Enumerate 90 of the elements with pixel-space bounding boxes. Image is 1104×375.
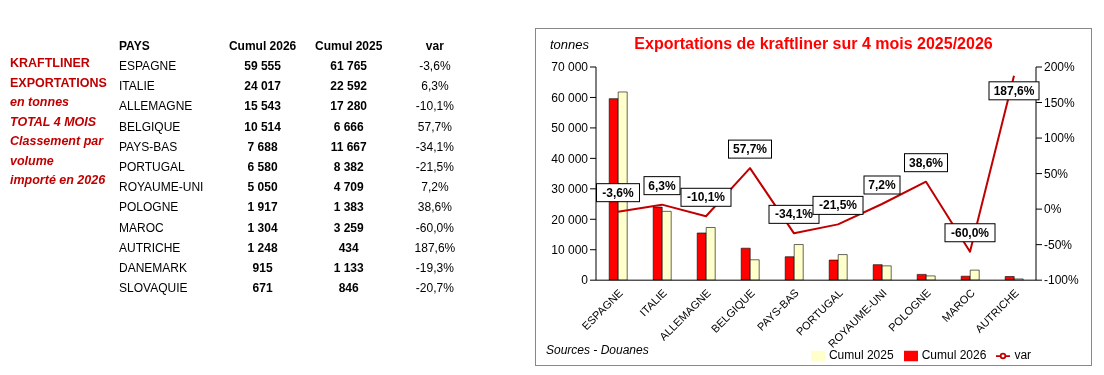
data-label: 7 688 — [246, 138, 279, 156]
data-label: 59 555 — [243, 58, 282, 76]
source-note: Sources - Douanes — [546, 343, 649, 357]
data-label: 1 383 — [332, 199, 365, 217]
data-label: 4 709 — [332, 179, 365, 197]
data-label: 671 — [251, 280, 274, 298]
data-label: -10,1% — [686, 190, 726, 205]
data-label: -3,6% — [418, 58, 452, 76]
data-label: 38,6% — [908, 155, 944, 170]
data-label: 7,2% — [868, 178, 896, 192]
data-label: 187,6% — [993, 83, 1035, 98]
data-label: 187,6% — [413, 239, 457, 257]
data-label: -60,0% — [414, 219, 455, 237]
text: KRAFTLINER — [10, 55, 91, 72]
data-label: -60,0% — [950, 225, 990, 240]
data-label: 6 666 — [332, 118, 365, 136]
legend-label: var — [1014, 348, 1032, 363]
data-label: 57,7% — [416, 118, 453, 136]
data-label: 11 667 — [329, 138, 368, 156]
text: Cumul 2026 — [227, 38, 298, 55]
data-label: -34,1% — [414, 138, 455, 156]
data-label: 1 304 — [246, 219, 279, 237]
data-label: 22 592 — [329, 78, 369, 96]
data-label: 7,2% — [420, 179, 450, 197]
data-label: -3,6% — [602, 185, 634, 200]
legend-label: Cumul 2025 — [828, 348, 894, 363]
data-label: 915 — [251, 259, 274, 277]
category-label: BELGIQUE — [118, 118, 182, 136]
category-label: SLOVAQUIE — [118, 280, 189, 298]
text: TOTAL 4 MOIS — [10, 113, 98, 131]
data-label: 61 765 — [329, 58, 369, 76]
category-label: POLOGNE — [118, 199, 180, 217]
y2-tick-label: 100% — [1044, 131, 1076, 146]
y-tick-label: 20 000 — [551, 212, 589, 227]
data-label: 5 050 — [246, 179, 279, 197]
data-label: 57,7% — [732, 142, 768, 157]
text: EXPORTATIONS — [10, 74, 108, 92]
text: en tonnes — [10, 94, 71, 111]
y2-tick-label: 150% — [1044, 95, 1076, 110]
data-label: 8 382 — [332, 159, 365, 177]
data-label: 10 514 — [243, 118, 282, 136]
data-label: 1 917 — [246, 199, 279, 217]
data-label: 3 259 — [332, 219, 365, 237]
data-label: 434 — [337, 239, 360, 257]
category-label: ALLEMAGNE — [118, 98, 194, 116]
category-label: PAYS-BAS — [118, 138, 179, 156]
y-tick-label: 0 — [581, 273, 589, 288]
y-axis-title: tonnes — [550, 37, 590, 52]
y-tick-label: 60 000 — [551, 90, 589, 105]
text: importé en 2026 — [10, 172, 107, 189]
chart-title: Exportations de kraftliner sur 4 mois 2025/2026 — [634, 35, 993, 52]
text: PAYS — [118, 38, 151, 55]
y-tick-label: 40 000 — [551, 151, 589, 166]
data-label: 15 543 — [243, 98, 282, 116]
data-label: 17 280 — [329, 98, 369, 116]
data-label: 846 — [337, 280, 360, 298]
y-tick-label: 30 000 — [551, 182, 589, 197]
legend-label: Cumul 2026 — [921, 348, 987, 363]
y2-tick-label: 0% — [1044, 202, 1062, 217]
data-label: -19,3% — [414, 259, 455, 277]
data-label: 38,6% — [416, 199, 453, 217]
data-label: -20,7% — [414, 280, 455, 298]
data-label: 6 580 — [246, 159, 279, 177]
text: Cumul 2025 — [314, 38, 384, 55]
category-label: DANEMARK — [118, 259, 188, 277]
text: Classement par — [10, 133, 105, 150]
y2-tick-label: 50% — [1044, 166, 1069, 181]
data-label: 1 133 — [332, 259, 365, 277]
y2-tick-label: 200% — [1044, 60, 1076, 75]
category-label: AUTRICHE — [118, 239, 182, 257]
y-tick-label: 70 000 — [551, 60, 589, 75]
text: volume — [10, 152, 55, 170]
category-label: PORTUGAL — [118, 159, 186, 177]
category-label: ITALIE — [118, 78, 156, 96]
data-label: -21,5% — [414, 159, 455, 177]
data-label: -10,1% — [414, 98, 455, 116]
category-label: ESPAGNE — [118, 58, 178, 76]
data-label: -34,1% — [774, 207, 814, 222]
category-label: MAROC — [118, 219, 165, 237]
y2-tick-label: -50% — [1044, 237, 1073, 252]
data-label: 6,3% — [648, 178, 676, 193]
category-label: ROYAUME-UNI — [118, 179, 205, 197]
data-label: 1 248 — [246, 239, 279, 257]
y-tick-label: 10 000 — [551, 242, 589, 257]
data-label: 24 017 — [243, 78, 282, 96]
data-label: -21,5% — [818, 198, 858, 213]
data-label: 6,3% — [420, 78, 450, 96]
y2-tick-label: -100% — [1044, 273, 1080, 288]
text: var — [424, 38, 445, 55]
y-tick-label: 50 000 — [551, 121, 589, 136]
